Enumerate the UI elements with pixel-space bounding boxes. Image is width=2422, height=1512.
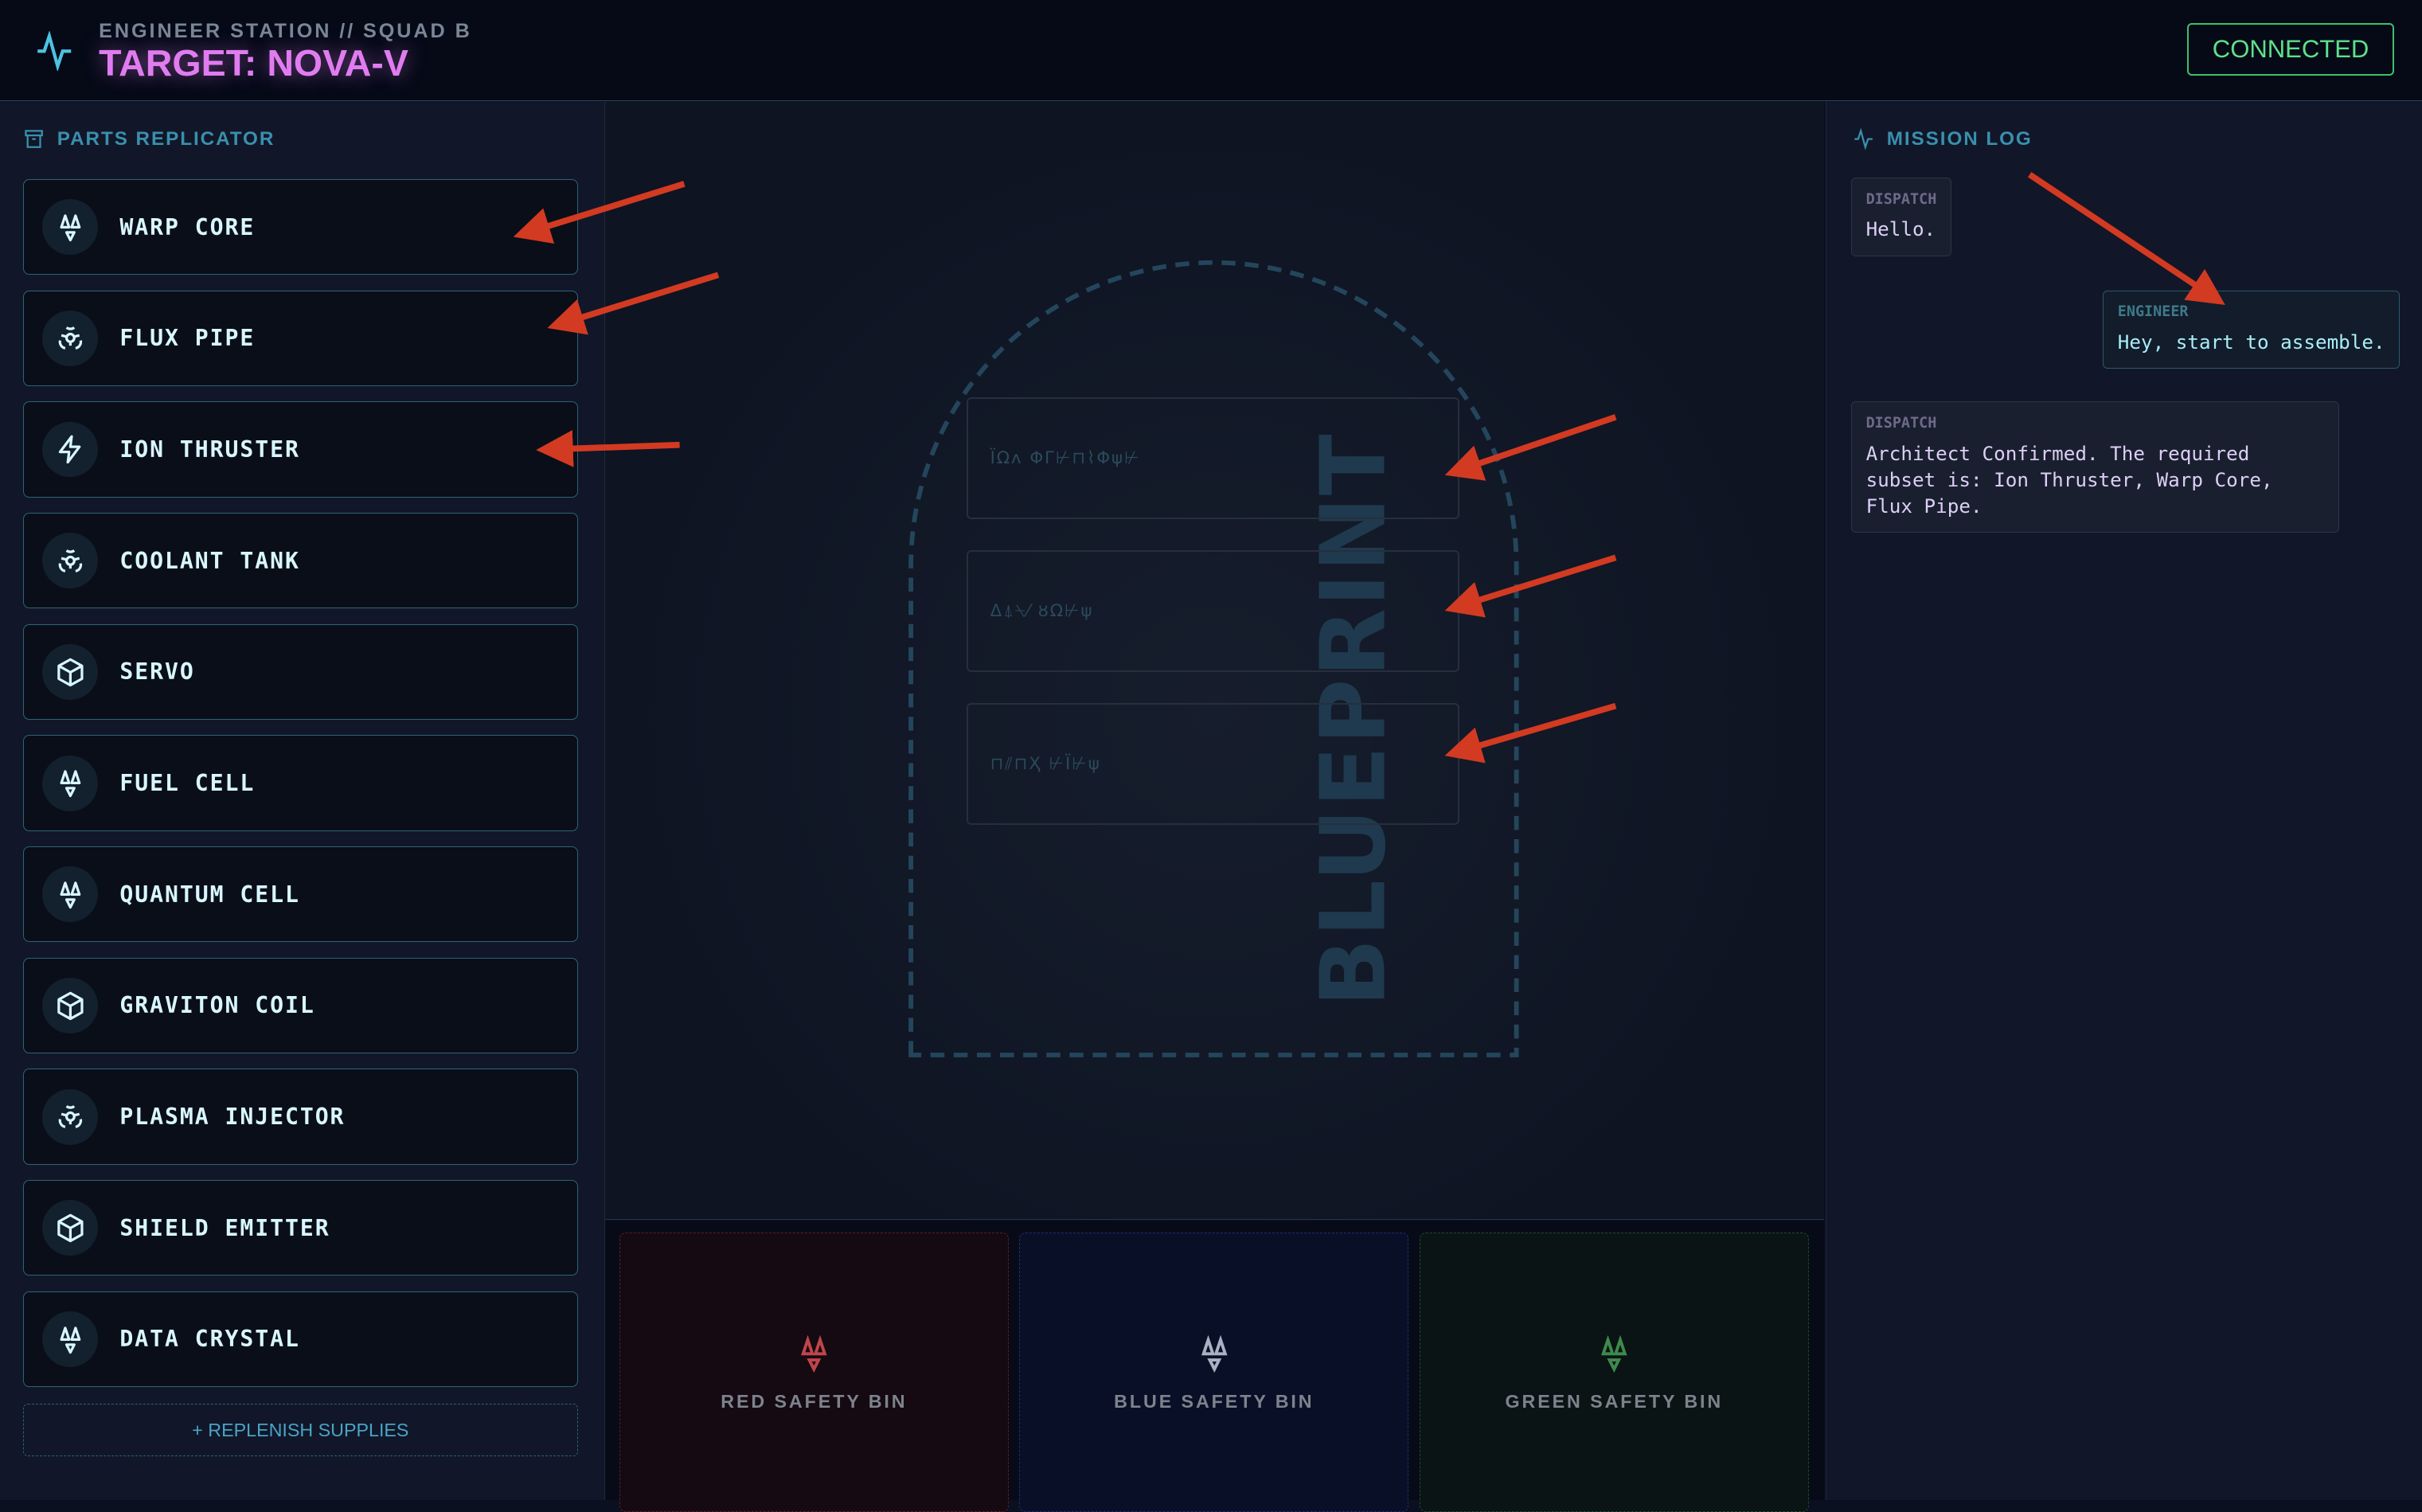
part-item-plasma-injector[interactable]: PLASMA INJECTOR — [23, 1069, 578, 1165]
part-icon-badge — [42, 421, 99, 478]
blueprint-slot-2[interactable]: Δ⍋⍀⁄ ȣΩ⊬ψ — [967, 549, 1460, 672]
lightning-icon — [58, 435, 81, 464]
part-icon-badge — [42, 866, 99, 923]
mission-log-panel: MISSION LOG DISPATCH Hello. ENGINEER Hey… — [1826, 102, 2422, 1500]
biohazard-icon — [58, 326, 82, 350]
radiation-icon — [60, 214, 81, 241]
part-icon-badge — [42, 310, 99, 366]
blueprint-slot-1[interactable]: ΪΩʌ ΦΓ⊬⊓⌇Φψ⊬ — [967, 397, 1460, 519]
message-text: Hello. — [1865, 217, 1936, 241]
bin-label: RED SAFETY BIN — [721, 1390, 908, 1412]
radiation-icon — [60, 881, 81, 909]
part-icon-badge — [42, 533, 99, 589]
cube-icon — [57, 991, 84, 1020]
part-item-coolant-tank[interactable]: COOLANT TANK — [23, 513, 578, 609]
replenish-supplies-button[interactable]: + REPLENISH SUPPLIES — [23, 1404, 578, 1457]
log-message: DISPATCH Architect Confirmed. The requir… — [1851, 401, 2340, 533]
part-item-quantum-cell[interactable]: QUANTUM CELL — [23, 846, 578, 943]
message-sender: DISPATCH — [1865, 414, 1937, 432]
biohazard-icon — [58, 549, 82, 572]
heading-label: MISSION LOG — [1886, 128, 2033, 150]
part-label: FLUX PIPE — [119, 325, 256, 352]
bin-label: BLUE SAFETY BIN — [1114, 1390, 1315, 1412]
header: ENGINEER STATION // SQUAD B TARGET: NOVA… — [0, 0, 2422, 102]
part-icon-badge — [42, 755, 99, 811]
bin-label: GREEN SAFETY BIN — [1505, 1390, 1724, 1412]
radiation-icon — [801, 1335, 827, 1373]
part-label: SERVO — [119, 658, 195, 686]
heading-label: PARTS REPLICATOR — [57, 128, 275, 150]
cube-icon — [57, 658, 84, 686]
blue-safety-bin[interactable]: BLUE SAFETY BIN — [1019, 1233, 1409, 1512]
part-label: DATA CRYSTAL — [119, 1326, 300, 1353]
station-subtitle: ENGINEER STATION // SQUAD B — [99, 20, 472, 43]
part-label: ION THRUSTER — [119, 436, 300, 463]
part-item-warp-core[interactable]: WARP CORE — [23, 179, 578, 275]
red-safety-bin[interactable]: RED SAFETY BIN — [619, 1233, 1009, 1512]
part-icon-badge — [42, 1311, 99, 1367]
blueprint-slot-3[interactable]: ⊓⫽⊓Ҳ ⊬Ϊ⊬ψ — [967, 702, 1460, 825]
part-item-ion-thruster[interactable]: ION THRUSTER — [23, 401, 578, 498]
log-message: ENGINEER Hey, start to assemble. — [2103, 290, 2401, 369]
green-safety-bin[interactable]: GREEN SAFETY BIN — [1419, 1233, 1809, 1512]
part-item-fuel-cell[interactable]: FUEL CELL — [23, 735, 578, 831]
connection-status-button[interactable]: CONNECTED — [2187, 23, 2395, 76]
message-sender: ENGINEER — [2117, 303, 2189, 321]
part-label: SHIELD EMITTER — [119, 1214, 330, 1241]
parts-replicator-heading: PARTS REPLICATOR — [23, 128, 275, 150]
blueprint-area: BLUEPRINT ΪΩʌ ΦΓ⊬⊓⌇Φψ⊬ Δ⍋⍀⁄ ȣΩ⊬ψ ⊓⫽⊓Ҳ ⊬Ϊ… — [605, 102, 1825, 1220]
page-title: TARGET: NOVA-V — [99, 42, 408, 84]
biohazard-icon — [58, 1105, 82, 1129]
part-label: WARP CORE — [119, 213, 256, 240]
cube-icon — [57, 1213, 84, 1243]
part-item-shield-emitter[interactable]: SHIELD EMITTER — [23, 1180, 578, 1276]
activity-icon — [37, 30, 71, 72]
part-icon-badge — [42, 978, 99, 1033]
part-icon-badge — [42, 644, 99, 700]
radiation-icon — [1201, 1335, 1228, 1373]
part-label: QUANTUM CELL — [119, 881, 300, 908]
activity-icon — [1854, 128, 1873, 150]
archive-icon — [25, 130, 43, 149]
part-icon-badge — [42, 1200, 99, 1256]
part-item-graviton-coil[interactable]: GRAVITON COIL — [23, 957, 578, 1054]
message-text: Architect Confirmed. The required subset… — [1865, 441, 2273, 518]
part-icon-badge — [42, 1088, 99, 1145]
part-label: COOLANT TANK — [119, 547, 300, 574]
part-label: GRAVITON COIL — [119, 992, 315, 1019]
safety-bins: RED SAFETY BIN BLUE SAFETY BIN GREEN SAF… — [605, 1220, 1825, 1512]
message-sender: DISPATCH — [1865, 190, 1937, 208]
part-item-data-crystal[interactable]: DATA CRYSTAL — [23, 1291, 578, 1388]
parts-replicator-panel: PARTS REPLICATOR WARP CORE FLUX PIPE ION T… — [0, 102, 605, 1500]
mission-log-heading: MISSION LOG — [1853, 128, 2033, 150]
log-message: DISPATCH Hello. — [1851, 178, 1951, 256]
message-text: Hey, start to assemble. — [2117, 330, 2385, 354]
part-item-servo[interactable]: SERVO — [23, 623, 578, 721]
part-label: FUEL CELL — [119, 770, 256, 797]
radiation-icon — [1601, 1335, 1627, 1373]
radiation-icon — [60, 1326, 81, 1354]
part-item-flux-pipe[interactable]: FLUX PIPE — [23, 290, 578, 387]
radiation-icon — [60, 770, 81, 798]
part-icon-badge — [42, 199, 99, 256]
part-label: PLASMA INJECTOR — [119, 1104, 346, 1131]
